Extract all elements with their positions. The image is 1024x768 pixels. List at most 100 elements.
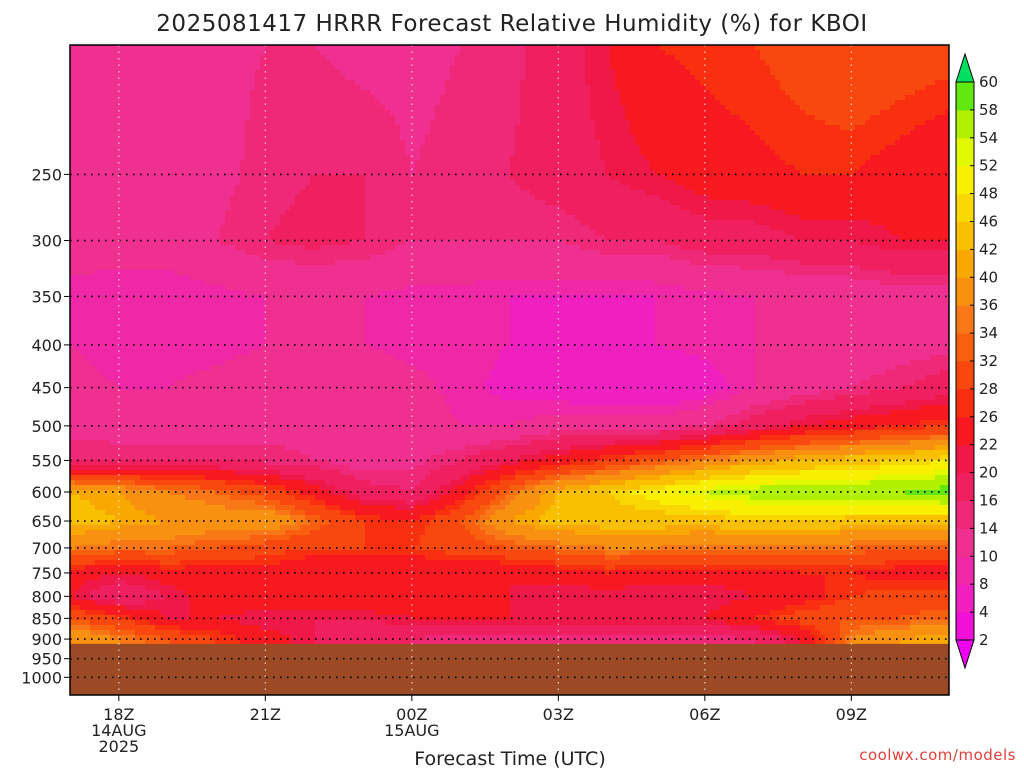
rh-cell bbox=[210, 75, 216, 81]
rh-cell bbox=[780, 155, 786, 161]
rh-cell bbox=[565, 70, 571, 76]
rh-cell bbox=[595, 135, 601, 141]
rh-cell bbox=[665, 115, 671, 121]
rh-cell bbox=[205, 180, 211, 186]
rh-cell bbox=[155, 65, 161, 71]
rh-cell bbox=[935, 55, 941, 61]
rh-cell bbox=[495, 110, 501, 116]
rh-cell bbox=[190, 110, 196, 116]
rh-cell bbox=[730, 60, 736, 66]
rh-cell bbox=[510, 125, 516, 131]
rh-cell bbox=[825, 130, 831, 136]
rh-cell bbox=[385, 95, 391, 101]
rh-cell bbox=[595, 50, 601, 56]
rh-cell bbox=[230, 155, 236, 161]
rh-cell bbox=[485, 80, 491, 86]
rh-cell bbox=[420, 180, 426, 186]
rh-cell bbox=[160, 125, 166, 131]
rh-cell bbox=[400, 155, 406, 161]
rh-cell bbox=[500, 50, 506, 56]
rh-cell bbox=[255, 75, 261, 81]
rh-cell bbox=[805, 60, 811, 66]
rh-cell bbox=[485, 90, 491, 96]
rh-cell bbox=[600, 95, 606, 101]
rh-cell bbox=[510, 105, 516, 111]
rh-cell bbox=[525, 110, 531, 116]
rh-cell bbox=[145, 120, 151, 126]
rh-cell bbox=[665, 125, 671, 131]
rh-cell bbox=[485, 65, 491, 71]
rh-cell bbox=[670, 135, 676, 141]
rh-cell bbox=[405, 130, 411, 136]
rh-cell bbox=[870, 50, 876, 56]
rh-cell bbox=[805, 180, 811, 186]
rh-cell bbox=[325, 45, 331, 51]
rh-cell bbox=[785, 45, 791, 51]
rh-cell bbox=[260, 70, 266, 76]
rh-cell bbox=[245, 75, 251, 81]
rh-cell bbox=[505, 70, 511, 76]
rh-cell bbox=[620, 130, 626, 136]
rh-cell bbox=[95, 85, 101, 91]
rh-cell bbox=[310, 45, 316, 51]
rh-cell bbox=[885, 80, 891, 86]
rh-cell bbox=[580, 110, 586, 116]
rh-cell bbox=[635, 180, 641, 186]
rh-cell bbox=[355, 80, 361, 86]
rh-cell bbox=[310, 160, 316, 166]
rh-cell bbox=[225, 80, 231, 86]
rh-cell bbox=[450, 75, 456, 81]
rh-cell bbox=[100, 135, 106, 141]
rh-cell bbox=[350, 140, 356, 146]
rh-cell bbox=[790, 45, 796, 51]
rh-cell bbox=[935, 140, 941, 146]
rh-cell bbox=[405, 140, 411, 146]
rh-cell bbox=[675, 150, 681, 156]
rh-cell bbox=[705, 50, 711, 56]
rh-cell bbox=[655, 45, 661, 51]
rh-cell bbox=[255, 50, 261, 56]
rh-cell bbox=[400, 60, 406, 66]
rh-cell bbox=[870, 165, 876, 171]
rh-cell bbox=[820, 130, 826, 136]
rh-cell bbox=[340, 55, 346, 61]
rh-cell bbox=[240, 155, 246, 161]
rh-cell bbox=[190, 105, 196, 111]
rh-cell bbox=[445, 55, 451, 61]
rh-cell bbox=[495, 130, 501, 136]
rh-cell bbox=[285, 155, 291, 161]
rh-cell bbox=[765, 85, 771, 91]
rh-cell bbox=[900, 45, 906, 51]
rh-cell bbox=[420, 155, 426, 161]
rh-cell bbox=[110, 180, 116, 186]
rh-cell bbox=[465, 65, 471, 71]
rh-cell bbox=[340, 170, 346, 176]
rh-cell bbox=[665, 120, 671, 126]
rh-cell bbox=[590, 60, 596, 66]
rh-cell bbox=[595, 130, 601, 136]
rh-cell bbox=[750, 170, 756, 176]
rh-cell bbox=[360, 80, 366, 86]
rh-cell bbox=[105, 175, 111, 181]
rh-cell bbox=[710, 145, 716, 151]
rh-cell bbox=[835, 170, 841, 176]
rh-cell bbox=[355, 180, 361, 186]
rh-cell bbox=[415, 125, 421, 131]
rh-cell bbox=[480, 135, 486, 141]
rh-cell bbox=[290, 185, 296, 191]
rh-cell bbox=[925, 80, 931, 86]
rh-cell bbox=[105, 110, 111, 116]
rh-cell bbox=[70, 150, 76, 156]
rh-cell bbox=[925, 105, 931, 111]
rh-cell bbox=[925, 70, 931, 76]
rh-cell bbox=[700, 150, 706, 156]
rh-cell bbox=[200, 175, 206, 181]
rh-cell bbox=[205, 80, 211, 86]
rh-cell bbox=[810, 175, 816, 181]
rh-cell bbox=[245, 50, 251, 56]
rh-cell bbox=[340, 85, 346, 91]
rh-cell bbox=[105, 90, 111, 96]
rh-cell bbox=[720, 160, 726, 166]
rh-cell bbox=[530, 60, 536, 66]
rh-cell bbox=[235, 110, 241, 116]
